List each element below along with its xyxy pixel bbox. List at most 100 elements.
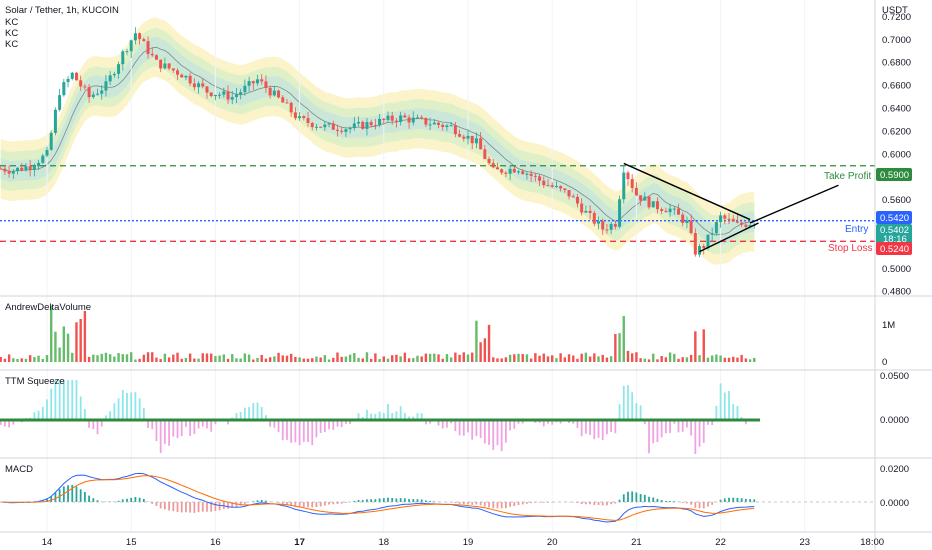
volume-pane-title[interactable]: AndrewDeltaVolume xyxy=(5,302,91,313)
squeeze-bar-83 xyxy=(349,420,352,425)
candle-body-170 xyxy=(714,222,718,234)
macd-hist-171 xyxy=(719,499,722,502)
candle-body-74 xyxy=(310,122,314,128)
squeeze-bar-19 xyxy=(79,396,82,420)
macd-hist-32 xyxy=(134,497,137,502)
squeeze-bar-82 xyxy=(345,420,347,424)
price-tick-5: 0.6200 xyxy=(882,126,911,137)
candlesticks[interactable] xyxy=(0,27,756,258)
squeeze-bar-71 xyxy=(298,420,301,446)
candle-body-141 xyxy=(592,213,596,224)
breakout-projection-line xyxy=(749,184,839,224)
squeeze-bar-176 xyxy=(740,416,743,420)
indicator-kc-2[interactable]: KC xyxy=(5,28,18,39)
macd-hist-145 xyxy=(610,502,613,505)
squeeze-bar-157 xyxy=(660,420,663,438)
squeeze-bar-98 xyxy=(412,416,415,420)
candle-body-165 xyxy=(693,233,697,255)
volume-bar-21 xyxy=(87,356,91,362)
squeeze-bar-111 xyxy=(467,420,469,433)
squeeze-bar-59 xyxy=(248,407,250,420)
squeeze-bar-165 xyxy=(694,420,697,454)
macd-hist-70 xyxy=(294,502,297,507)
squeeze-bar-67 xyxy=(281,420,284,441)
time-tick-23: 23 xyxy=(800,537,811,548)
trend-lines xyxy=(623,162,839,253)
candle-body-119 xyxy=(500,169,504,173)
squeeze-pane-title[interactable]: TTM Squeeze xyxy=(5,376,65,387)
macd-hist-85 xyxy=(357,499,360,502)
volume-bar-70 xyxy=(294,356,297,362)
macd-hist-146 xyxy=(614,502,617,504)
macd-hist-95 xyxy=(399,498,402,502)
macd-hist-94 xyxy=(395,498,398,502)
squeeze-bar-77 xyxy=(323,420,326,433)
candle-body-7 xyxy=(28,166,32,170)
volume-bar-43 xyxy=(180,358,183,362)
time-tick-21: 21 xyxy=(631,537,642,548)
candle-body-145 xyxy=(609,224,613,230)
macd-pane-title[interactable]: MACD xyxy=(5,464,33,475)
candle-body-125 xyxy=(525,173,529,175)
candle-body-129 xyxy=(542,180,546,186)
squeeze-bar-167 xyxy=(702,420,705,443)
macd-hist-124 xyxy=(521,502,524,505)
volume-bar-179 xyxy=(753,357,756,362)
macd-hist-178 xyxy=(749,499,751,502)
squeeze-bar-80 xyxy=(336,420,339,427)
last-price-tag xyxy=(876,224,912,244)
candle-body-115 xyxy=(483,149,487,159)
squeeze-bar-29 xyxy=(121,389,124,420)
macd-hist-13 xyxy=(54,492,57,502)
macd-hist-100 xyxy=(420,499,423,502)
symbol-title[interactable]: Solar / Tether, 1h, KUCOIN xyxy=(5,5,119,16)
volume-bar-119 xyxy=(500,358,503,362)
macd-hist-97 xyxy=(408,499,410,502)
volume-bar-97 xyxy=(407,358,411,362)
volume-bar-44 xyxy=(184,357,188,362)
candle-body-142 xyxy=(597,221,601,224)
squeeze-bar-17 xyxy=(71,380,74,420)
volume-bar-152 xyxy=(639,358,642,362)
volume-bar-29 xyxy=(121,354,124,362)
volume-bar-72 xyxy=(302,358,306,362)
candle-body-45 xyxy=(188,75,192,84)
candle-body-71 xyxy=(298,116,302,119)
macd-axis-zero: 0.0000 xyxy=(880,498,909,509)
macd-hist-114 xyxy=(479,502,482,506)
macd-hist-98 xyxy=(412,499,415,502)
volume-bar-10 xyxy=(41,358,44,362)
candle-body-167 xyxy=(702,246,706,249)
volume-bar-127 xyxy=(534,353,537,362)
volume-bar-144 xyxy=(605,357,609,362)
candle-body-113 xyxy=(474,138,478,144)
squeeze-bar-73 xyxy=(307,420,309,442)
volume-bar-0 xyxy=(0,356,2,362)
candle-body-19 xyxy=(79,80,83,87)
indicator-kc-3[interactable]: KC xyxy=(5,39,18,50)
indicator-kc-1[interactable]: KC xyxy=(5,17,18,28)
squeeze-bar-108 xyxy=(454,420,457,432)
candle-body-76 xyxy=(319,126,323,128)
squeeze-bar-101 xyxy=(425,420,427,425)
time-axis[interactable]: 14 15 16 17 18 19 20 21 22 23 18:00 xyxy=(42,537,884,548)
candle-body-24 xyxy=(100,90,104,94)
macd-hist-168 xyxy=(707,502,709,507)
macd-hist-116 xyxy=(488,502,490,508)
candle-body-123 xyxy=(517,171,521,173)
volume-bar-75 xyxy=(315,356,318,362)
triangle-lower-line xyxy=(699,222,759,253)
volume-bar-131 xyxy=(551,355,554,362)
keltner-band-1 xyxy=(0,27,755,255)
volume-bar-95 xyxy=(399,356,402,362)
macd-hist-31 xyxy=(130,497,133,502)
candle-body-97 xyxy=(407,117,411,123)
squeeze-bar-15 xyxy=(62,380,65,420)
price-tick-0: 0.7200 xyxy=(882,12,911,23)
squeeze-bar-0 xyxy=(0,420,2,425)
squeeze-bar-11 xyxy=(46,399,48,420)
volume-bar-11 xyxy=(45,355,49,362)
volume-bar-120 xyxy=(504,357,508,362)
